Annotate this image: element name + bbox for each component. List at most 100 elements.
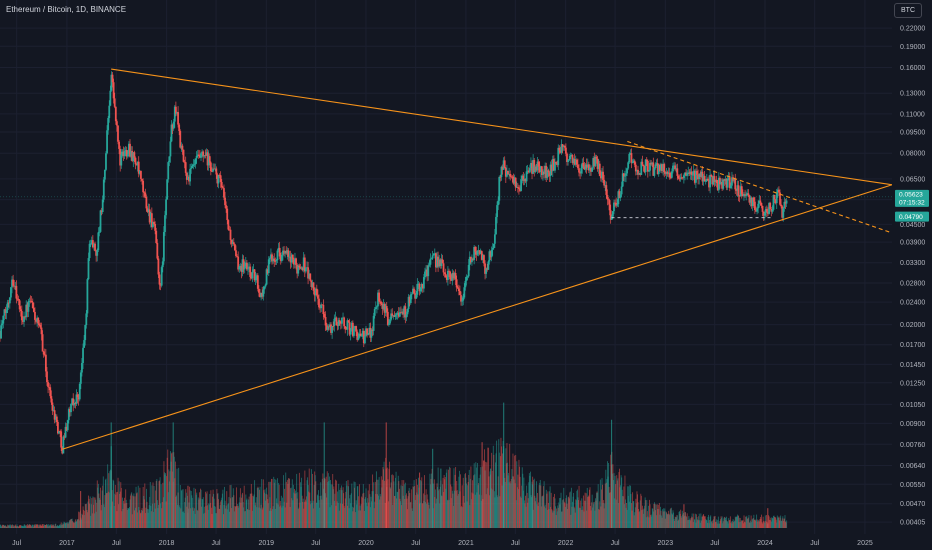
candle-body [260, 292, 262, 298]
volume-bar [235, 506, 236, 528]
volume-bar [12, 524, 14, 528]
volume-bar [783, 518, 785, 528]
volume-bar [526, 492, 528, 528]
volume-bar [460, 507, 462, 528]
candle-body [271, 254, 273, 262]
volume-bar [88, 495, 89, 528]
volume-bar [617, 478, 619, 528]
volume-bar [12, 526, 14, 528]
volume-bar [267, 503, 269, 528]
volume-bar [464, 473, 466, 528]
volume-bar [762, 523, 764, 528]
volume-bar [223, 514, 224, 528]
volume-bar [720, 519, 721, 528]
volume-bar [179, 484, 181, 528]
volume-bar [509, 481, 511, 528]
volume-bar [370, 496, 372, 528]
volume-bar [332, 474, 334, 528]
volume-bar [777, 517, 779, 528]
candle-body [353, 328, 355, 336]
volume-bar [699, 522, 701, 528]
candle-body [346, 320, 349, 330]
candle-body [67, 409, 70, 421]
candle-body [430, 258, 433, 260]
volume-bar [248, 499, 250, 528]
volume-bar [256, 507, 258, 528]
volume-bar [29, 524, 31, 528]
volume-bar [164, 474, 166, 528]
candle-body [1, 323, 4, 326]
candle-body [772, 195, 775, 210]
volume-bar [149, 481, 151, 528]
volume-bar [32, 526, 34, 528]
volume-bar [108, 473, 110, 528]
candle-body [195, 155, 198, 159]
volume-bar [724, 517, 726, 528]
candle-body [753, 201, 756, 210]
volume-bar [568, 496, 570, 528]
candle-body [54, 416, 57, 420]
volume-bar [31, 526, 33, 528]
candle-body [570, 154, 573, 156]
candle-body [177, 112, 179, 125]
volume-bar [765, 515, 767, 528]
volume-bar [76, 519, 78, 528]
volume-bar [505, 448, 507, 528]
candle-body [121, 151, 124, 155]
volume-bar [315, 502, 317, 528]
volume-bar [621, 489, 623, 528]
volume-bar [61, 524, 63, 528]
volume-bar [418, 477, 419, 528]
candle-body [751, 197, 754, 207]
volume-bar [458, 476, 460, 528]
volume-bar [151, 485, 153, 528]
volume-bar [611, 473, 613, 528]
volume-bar [675, 517, 677, 528]
volume-bar [598, 509, 600, 528]
volume-bar [515, 454, 517, 528]
candle-body [601, 171, 603, 179]
volume-bar [236, 505, 238, 528]
volume-bar [345, 491, 347, 528]
volume-bar [530, 495, 532, 528]
candle-body [516, 187, 519, 188]
volume-bar [651, 514, 653, 528]
volume-bar [0, 524, 2, 528]
volume-bar [390, 488, 392, 528]
candle-body [761, 205, 764, 212]
volume-bar [100, 487, 102, 528]
candle-body [623, 175, 626, 177]
candle-body [131, 150, 134, 162]
volume-bar [407, 496, 409, 528]
volume-bar [149, 496, 151, 528]
currency-button[interactable]: BTC [894, 3, 922, 18]
volume-bar [773, 515, 775, 528]
volume-bar [41, 524, 43, 528]
volume-bar [363, 510, 365, 528]
candle-body [396, 312, 399, 314]
candle-body [419, 287, 422, 292]
candle-body [207, 156, 210, 166]
volume-bar [322, 473, 324, 528]
candle-body [767, 211, 769, 214]
volume-bar [391, 474, 393, 528]
candle-body [265, 269, 268, 285]
volume-bar [144, 513, 146, 528]
candle-body [406, 309, 409, 315]
candle-body [73, 402, 76, 406]
volume-bar [388, 468, 390, 528]
volume-bar [280, 495, 282, 528]
candle-body [221, 187, 224, 189]
candle-body [53, 410, 56, 420]
volume-bar [88, 498, 90, 528]
volume-bar [369, 507, 371, 528]
candle-body [413, 288, 415, 294]
volume-bar [65, 522, 67, 528]
volume-bar [469, 505, 471, 528]
volume-bar [377, 494, 378, 528]
candle-body [167, 162, 170, 180]
candle-body [77, 397, 80, 400]
volume-bar [444, 477, 446, 528]
volume-bar [43, 524, 45, 528]
